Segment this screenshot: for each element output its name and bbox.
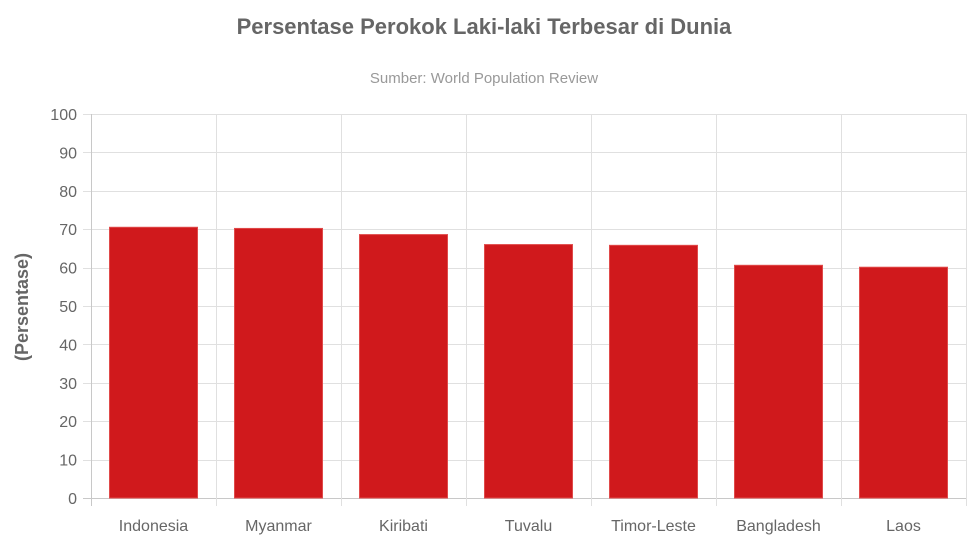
x-tick-label: Laos [886,518,921,535]
bar-timor-leste [609,244,698,499]
chart-subtitle: Sumber: World Population Review [369,70,599,87]
y-tick-label: 30 [59,376,77,393]
y-tick-label: 40 [59,337,77,354]
y-tick-label: 50 [59,299,77,316]
y-axis-label: (Persentase) [12,253,32,361]
bar-laos [859,266,948,499]
y-tick-label: 60 [59,261,77,278]
y-tick-label: 90 [59,145,77,162]
y-tick-label: 10 [59,453,77,470]
x-tick-label: Kiribati [379,518,428,535]
x-tick-labels: Indonesia Myanmar Kiribati Tuvalu Timor-Lest… [119,518,921,535]
x-tick-label: Timor-Leste [611,518,696,535]
bar-tuvalu [484,244,573,499]
bar-kiribati [359,234,448,499]
y-tick-label: 100 [50,107,77,124]
x-tick-label: Bangladesh [736,518,821,535]
y-tick-label: 80 [59,184,77,201]
y-tick-label: 0 [68,491,77,508]
bar-myanmar [234,227,323,499]
x-tick-label: Indonesia [119,518,188,535]
bar-indonesia [109,226,198,499]
y-tick-label: 70 [59,222,77,239]
bar-bangladesh [734,264,823,499]
bars-group [109,226,948,499]
x-tick-label: Myanmar [245,518,312,535]
y-tick-label: 20 [59,414,77,431]
x-tick-label: Tuvalu [505,518,552,535]
y-tick-labels: 0 10 20 30 40 50 60 70 80 90 100 [50,107,77,508]
chart-title: Persentase Perokok Laki-laki Terbesar di… [236,14,732,39]
